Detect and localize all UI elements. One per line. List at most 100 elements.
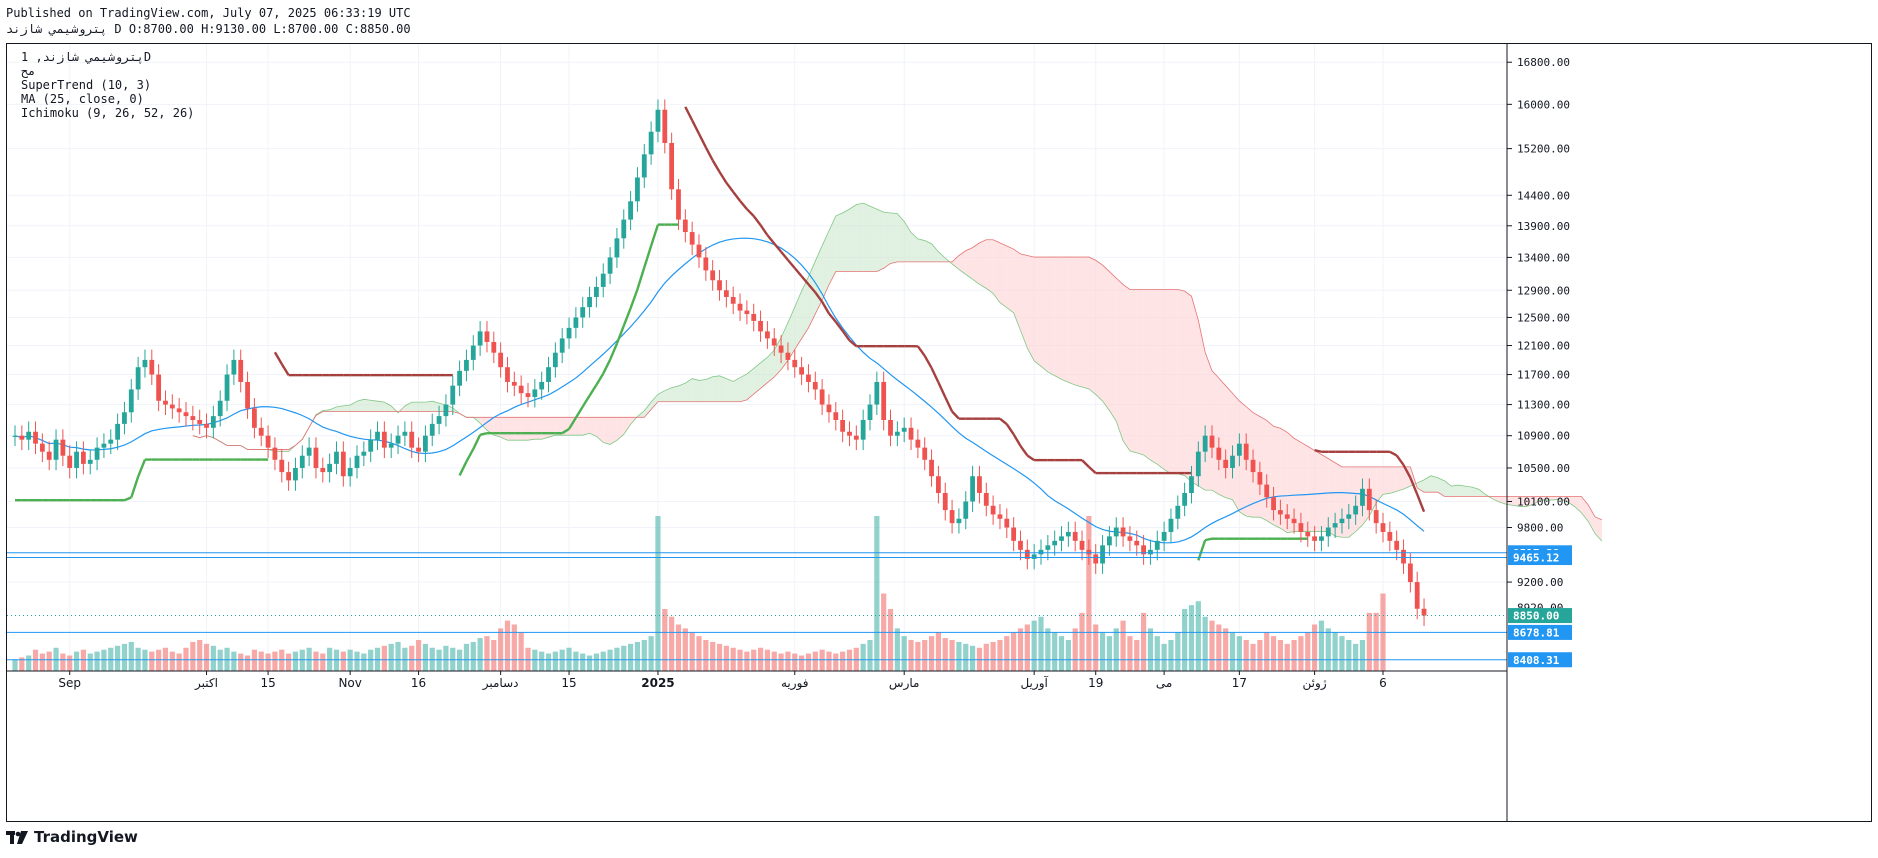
supertrend-segment	[1026, 454, 1035, 462]
candle-body	[238, 359, 244, 382]
cloud-segment	[815, 245, 823, 314]
volume-bar	[970, 645, 976, 671]
price-tick-label: 10500.00	[1517, 462, 1570, 475]
candle	[39, 433, 45, 463]
price-levels[interactable]	[7, 552, 1507, 661]
cloud-segment	[794, 291, 802, 350]
candle	[67, 445, 73, 479]
cloud-segment	[1095, 260, 1103, 402]
price-level-tag-text: 8678.81	[1513, 626, 1560, 639]
volume-bars	[12, 516, 1386, 671]
candle-body	[1127, 536, 1133, 541]
cloud-segment	[1437, 477, 1445, 497]
price-axis[interactable]: 9200.00 9800.00 10100.00 10500.00 10900.00 11…	[1506, 44, 1572, 821]
supertrend-line	[15, 106, 1426, 561]
supertrend-segment	[1389, 450, 1398, 457]
volume-bar	[320, 653, 326, 671]
candle	[511, 371, 517, 397]
legend-ichimoku[interactable]: Ichimoku (9, 26, 52, 26)	[21, 106, 195, 120]
cloud-segment	[787, 307, 795, 361]
chart-panel[interactable]: 9200.00 9800.00 10100.00 10500.00 10900.00 11…	[6, 43, 1872, 822]
volume-bar	[607, 649, 613, 671]
volume-bar	[484, 636, 490, 671]
supertrend-segment	[691, 119, 701, 135]
candle-body	[429, 423, 435, 436]
legend-supertrend[interactable]: SuperTrend (10, 3)	[21, 78, 152, 92]
cloud-segment	[1191, 296, 1199, 486]
volume-bar	[737, 649, 743, 671]
volume-bar	[696, 636, 702, 671]
volume-bar	[1318, 620, 1325, 671]
candle-body	[990, 505, 996, 515]
ma-path	[14, 237, 1425, 544]
candle	[197, 409, 203, 435]
volume-bar	[470, 641, 476, 671]
cloud-segment	[1150, 289, 1158, 465]
candle-body	[46, 451, 52, 460]
candle	[737, 293, 743, 321]
candle-body	[778, 345, 784, 353]
candle	[1373, 499, 1379, 534]
candle-body	[881, 381, 887, 420]
volume-bar	[477, 638, 483, 671]
time-axis[interactable]: Sep اکتبر 15 Nov 16 دسامبر 15 2025 فوریه مارس آوری…	[7, 670, 1507, 691]
cloud-segment	[1430, 475, 1438, 493]
legend-symbol[interactable]: ﭘﺘﺮﻭﺷﻴﻤﻲ ﺷﺎﺯﻧﺪ, 1D	[21, 50, 152, 64]
candle-body	[169, 404, 175, 409]
cloud-segment	[740, 373, 747, 402]
volume-bar	[716, 643, 723, 671]
candle	[87, 449, 93, 475]
volume-bar	[915, 641, 921, 671]
candle-body	[689, 232, 695, 245]
cloud-segment	[993, 239, 1000, 303]
cloud-segment	[1164, 289, 1171, 474]
tradingview-branding[interactable]: TradingView	[6, 828, 138, 846]
candle	[525, 382, 531, 408]
candle-body	[135, 367, 141, 390]
candle	[190, 405, 196, 431]
volume-bar	[1134, 640, 1140, 671]
candle-body	[1380, 523, 1386, 532]
candle	[901, 417, 907, 443]
supertrend-segment	[1019, 445, 1029, 457]
candle	[1380, 512, 1386, 543]
cloud-segment	[357, 399, 364, 412]
candle	[559, 328, 565, 364]
cloud-segment	[1041, 257, 1048, 372]
volume-bar	[1099, 632, 1106, 671]
price-level-tag: 8408.31	[1508, 652, 1572, 668]
cloud-segment	[616, 417, 624, 441]
chart-canvas[interactable]: 9200.00 9800.00 10100.00 10500.00 10900.00 11…	[7, 44, 1871, 821]
candle	[491, 331, 497, 364]
candle	[758, 310, 763, 342]
candle	[258, 417, 264, 447]
legend-ma[interactable]: MA (25, close, 0)	[21, 92, 144, 106]
cloud-segment	[678, 383, 686, 402]
candle	[293, 457, 298, 491]
candle-body	[525, 393, 531, 397]
candle-body	[1072, 531, 1078, 541]
volume-bar	[655, 516, 661, 671]
cloud-segment	[1560, 496, 1568, 503]
candle-body	[566, 327, 572, 339]
candle	[347, 457, 353, 487]
candle	[1353, 495, 1359, 525]
volume-bar	[552, 651, 558, 671]
candle	[723, 279, 729, 308]
cloud-segment	[1212, 370, 1219, 495]
candle-body	[936, 476, 941, 493]
candle	[587, 286, 592, 318]
candle	[381, 421, 387, 459]
cloud-segment	[664, 387, 672, 402]
cloud-segment	[753, 362, 761, 395]
candle	[402, 421, 408, 447]
price-tick-label: 9800.00	[1517, 522, 1563, 535]
candle	[1079, 530, 1085, 561]
cloud-segment	[958, 250, 966, 275]
candle-body	[1079, 540, 1085, 550]
candle-body	[1230, 455, 1235, 468]
cloud-segment	[500, 417, 508, 441]
candle	[1284, 504, 1290, 530]
candle-body	[546, 367, 551, 382]
candle	[628, 191, 633, 231]
